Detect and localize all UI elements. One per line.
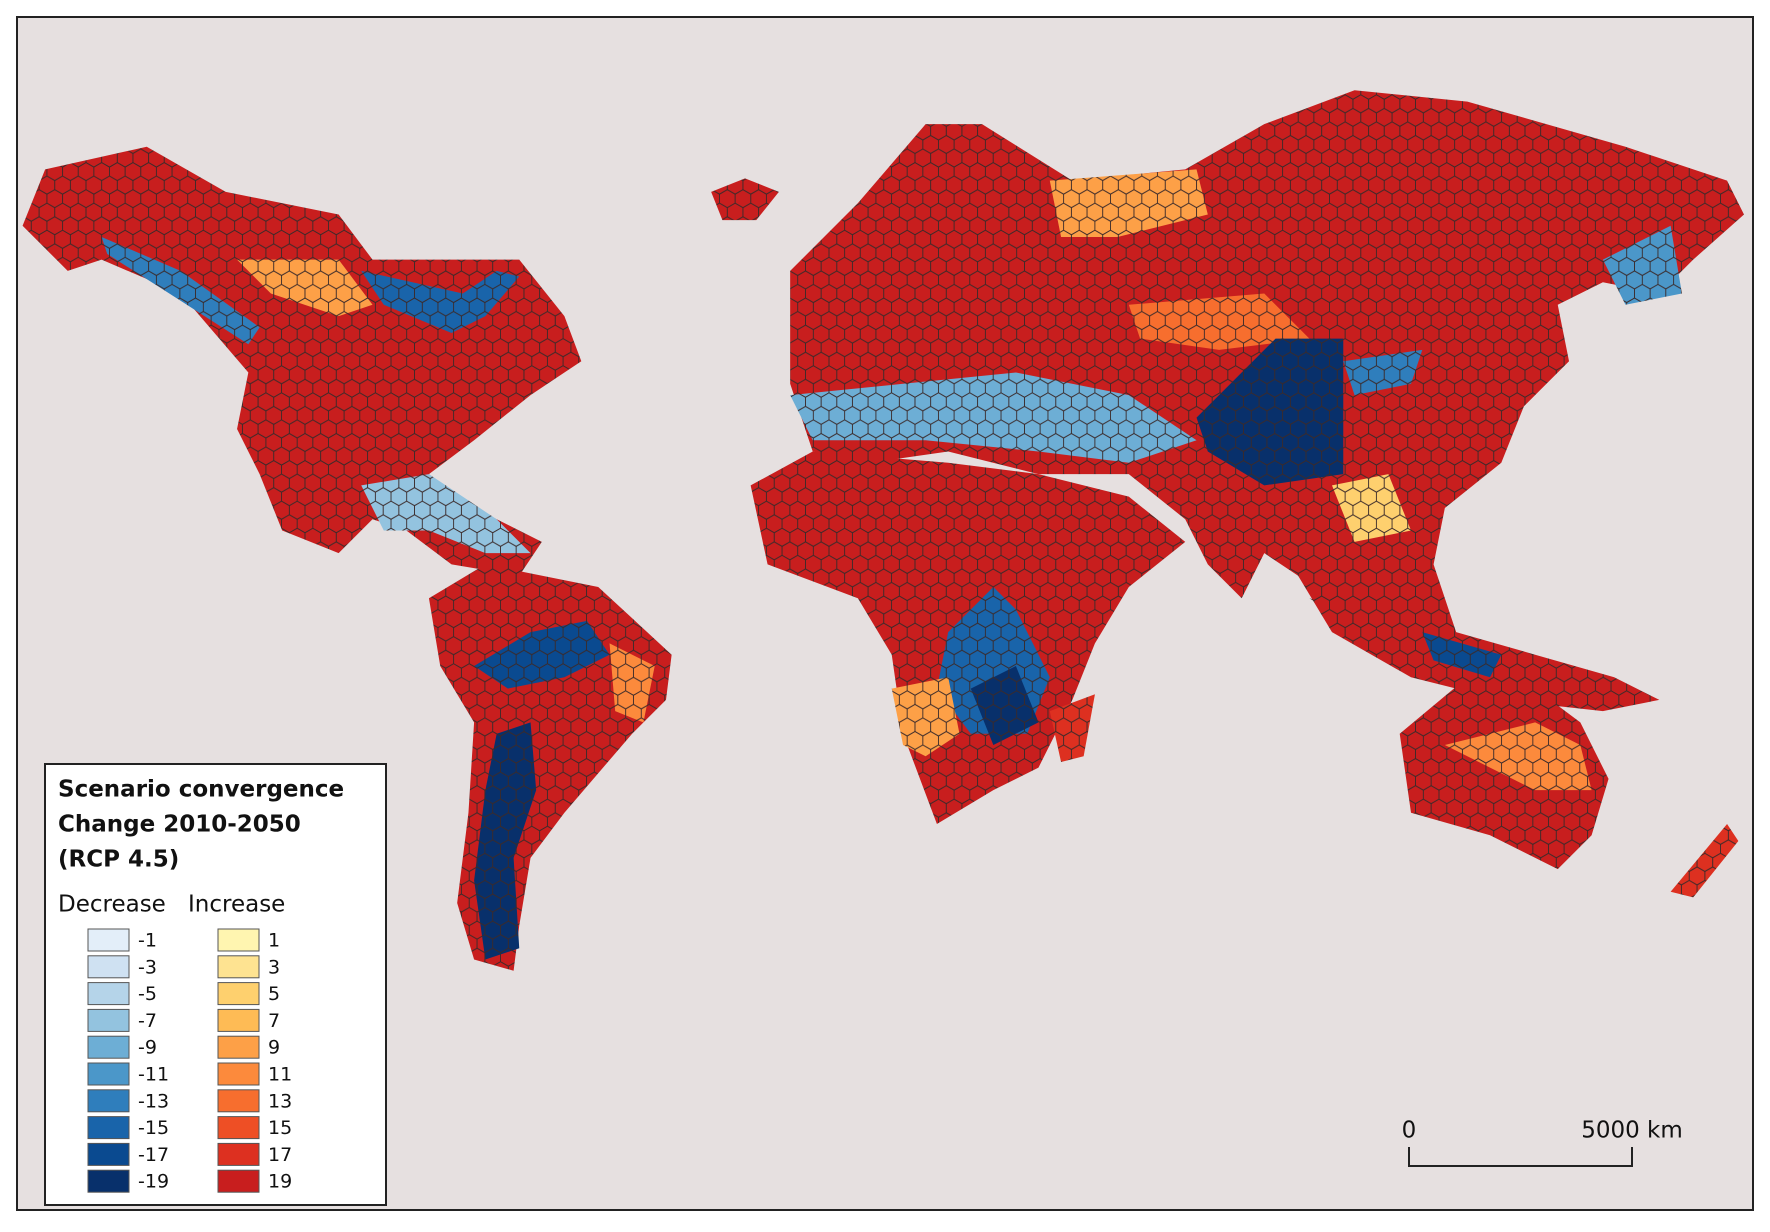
legend-label: 15 (268, 1117, 292, 1139)
legend-heading: Increase (188, 892, 285, 918)
legend-label: 17 (268, 1144, 292, 1166)
legend: Scenario convergence Change 2010-2050 (R… (44, 763, 387, 1206)
legend-swatch (217, 1169, 260, 1193)
legend-label: 13 (268, 1090, 292, 1112)
legend-swatch (87, 1062, 130, 1086)
legend-swatch (87, 928, 130, 952)
legend-title: (RCP 4.5) (58, 847, 179, 873)
region (1602, 225, 1682, 305)
indonesia (1309, 598, 1637, 700)
region (1444, 722, 1592, 791)
region (1331, 474, 1411, 542)
scale-end: 5000 km (1581, 1118, 1683, 1144)
legend-swatch (87, 1035, 130, 1059)
legend-label: 11 (268, 1064, 292, 1086)
legend-label: -9 (138, 1037, 157, 1059)
region (1128, 293, 1310, 350)
legend-swatch (217, 955, 260, 979)
region (1343, 349, 1423, 396)
legend-swatch (87, 1169, 130, 1193)
legend-label: 1 (268, 930, 280, 952)
region (790, 372, 1197, 463)
legend-label: -11 (138, 1064, 169, 1086)
legend-swatch (87, 1142, 130, 1166)
region (101, 237, 260, 345)
legend-swatch (87, 1089, 130, 1113)
scale-bar: 0 5000 km (1402, 1118, 1683, 1167)
legend-swatch (217, 1035, 260, 1059)
legend-label: -3 (138, 956, 157, 978)
legend-swatch (217, 1062, 260, 1086)
legend-heading: Decrease (58, 892, 166, 918)
legend-swatch (87, 1008, 130, 1032)
legend-label: -19 (138, 1171, 169, 1193)
legend-swatch (217, 1008, 260, 1032)
region (361, 270, 520, 333)
legend-label: 9 (268, 1037, 280, 1059)
region (1196, 338, 1344, 486)
region (474, 620, 610, 689)
legend-label: -15 (138, 1117, 169, 1139)
legend-swatch (217, 928, 260, 952)
region (361, 474, 531, 554)
legend-swatch (217, 1116, 260, 1140)
greenland (711, 178, 779, 221)
legend-label: -7 (138, 1010, 157, 1032)
legend-label: -17 (138, 1144, 169, 1166)
region (474, 722, 537, 960)
region (891, 677, 960, 757)
legend-swatch (217, 1089, 260, 1113)
legend-title: Change 2010-2050 (58, 812, 301, 838)
legend-swatch (217, 1142, 260, 1166)
legend-label: -1 (138, 930, 157, 952)
madagascar (1049, 694, 1095, 762)
scale-start: 0 (1402, 1118, 1417, 1144)
legend-swatch (87, 1116, 130, 1140)
legend-label: 19 (268, 1171, 292, 1193)
legend-label: -5 (138, 983, 157, 1005)
legend-swatch (87, 955, 130, 979)
region (970, 665, 1039, 746)
legend-title: Scenario convergence (58, 777, 344, 803)
new-zealand (1670, 824, 1739, 898)
legend-swatch (217, 982, 260, 1006)
legend-label: -13 (138, 1090, 169, 1112)
region (237, 259, 373, 317)
legend-label: 3 (268, 956, 280, 978)
land (22, 90, 1744, 971)
north-america (22, 146, 582, 576)
region (1049, 169, 1208, 238)
legend-swatch (87, 982, 130, 1006)
region (1422, 632, 1502, 678)
scale-line (1408, 1147, 1633, 1167)
region (609, 643, 655, 723)
legend-label: 7 (268, 1010, 280, 1032)
legend-label: 5 (268, 983, 280, 1005)
